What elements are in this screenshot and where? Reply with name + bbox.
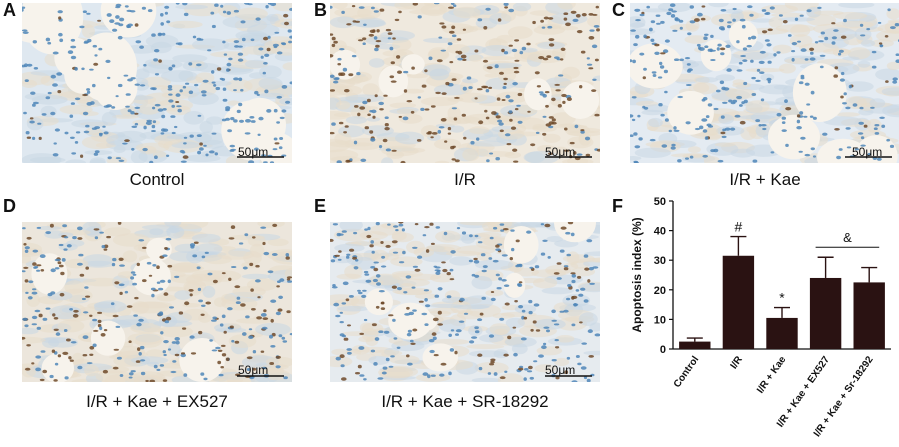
panel-caption-ir: I/R	[330, 170, 600, 190]
significance-marker: #	[735, 219, 743, 235]
significance-marker: *	[779, 290, 785, 306]
significance-marker: &	[843, 230, 852, 245]
y-tick-label: 10	[654, 314, 666, 326]
y-tick-label: 20	[654, 285, 666, 297]
bar	[679, 342, 710, 349]
y-tick-label: 50	[654, 196, 666, 208]
bar	[810, 278, 841, 349]
x-tick-label: I/R + Kae	[755, 354, 789, 395]
micrograph-ir-kae-sr18292	[330, 222, 600, 382]
bar	[766, 318, 797, 349]
scale-bar-label: 50μm	[545, 363, 575, 377]
scale-bar-label: 50μm	[852, 145, 882, 159]
micrograph-ir-kae-ex527	[22, 222, 292, 382]
micrograph-ir-kae	[630, 3, 899, 163]
scale-bar-label: 50μm	[238, 145, 268, 159]
x-tick-label: Control	[672, 354, 702, 390]
bar	[723, 256, 754, 349]
micrograph-control	[22, 3, 292, 163]
y-tick-label: 0	[660, 344, 666, 356]
panel-letter-d: D	[3, 196, 16, 217]
panel-letter-b: B	[314, 0, 327, 21]
y-tick-label: 40	[654, 226, 666, 238]
panel-letter-a: A	[3, 0, 16, 21]
panel-caption-ir-kae-ex527: I/R + Kae + EX527	[22, 392, 292, 412]
y-axis-label: Apoptosis index (%)	[630, 217, 644, 332]
apoptosis-bar-chart: 0 10 20 30 40 50 Apoptosis index (%) Control I/R…	[620, 190, 899, 442]
micrograph-ir	[330, 3, 600, 163]
panel-letter-e: E	[314, 196, 326, 217]
y-tick-label: 30	[654, 255, 666, 267]
panel-caption-control: Control	[22, 170, 292, 190]
x-tick-label: I/R	[729, 354, 746, 371]
panel-letter-c: C	[612, 0, 625, 21]
panel-caption-ir-kae: I/R + Kae	[630, 170, 899, 190]
panel-caption-ir-kae-sr18292: I/R + Kae + SR-18292	[330, 392, 600, 412]
bar	[854, 282, 885, 349]
scale-bar-label: 50μm	[545, 145, 575, 159]
scale-bar-label: 50μm	[238, 363, 268, 377]
